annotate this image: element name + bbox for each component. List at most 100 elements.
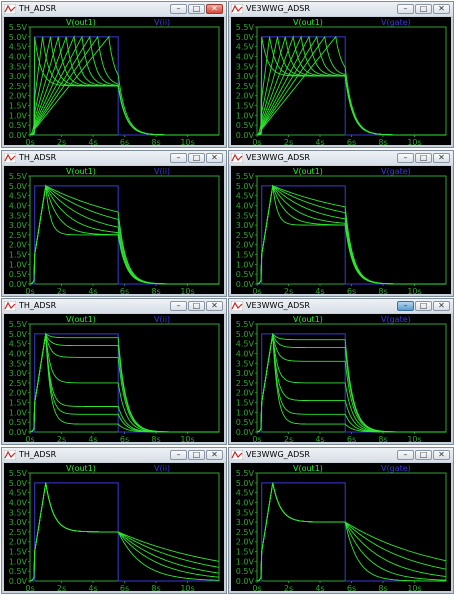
trace-label-out[interactable]: V(out1): [293, 167, 323, 176]
window-title: VE3WWG_ADSR: [246, 153, 310, 162]
y-tick-label: 2.5V: [236, 528, 255, 537]
trace-label-out[interactable]: V(out1): [293, 315, 323, 324]
minimize-button[interactable]: –: [397, 301, 414, 311]
waveform-plot[interactable]: V(out1) V(ii) 0.0V 0.5V 1.0V 1.5V 2.0V 2.5V 3.0V…: [4, 166, 224, 294]
trace-label-gate[interactable]: V(gate): [381, 167, 411, 176]
y-tick-label: 5.5V: [236, 172, 255, 181]
maximize-button[interactable]: □: [415, 4, 432, 14]
envelope-trace: [30, 35, 219, 136]
y-tick-label: 0.0V: [9, 577, 28, 586]
x-tick-label: 6s: [347, 435, 356, 442]
trace-label-gate[interactable]: V(gate): [381, 315, 411, 324]
y-tick-label: 3.0V: [236, 369, 255, 378]
y-tick-label: 2.5V: [9, 528, 28, 537]
y-tick-label: 5.5V: [9, 320, 28, 329]
minimize-button[interactable]: –: [397, 4, 414, 14]
maximize-button[interactable]: □: [415, 301, 432, 311]
plot-window[interactable]: VE3WWG_ADSR – □ ✕ V(out1) V(gate) 0.0V 0.5V 1.0V…: [228, 150, 454, 297]
trace-label-gate[interactable]: V(ii): [154, 315, 170, 324]
minimize-button[interactable]: –: [170, 301, 187, 311]
x-tick-label: 4s: [88, 435, 97, 442]
plot-window[interactable]: TH_ADSR – □ ✕ V(out1) V(ii) 0.0V 0.5V 1.0V 1.5V 2.…: [1, 298, 227, 445]
waveform-chart: V(out1) V(ii) 0.0V0.5V1.0V1.5V2.0V2.5V3.0V…: [9, 18, 220, 145]
close-button[interactable]: ✕: [433, 4, 450, 14]
close-button[interactable]: ✕: [433, 153, 450, 163]
maximize-button[interactable]: □: [188, 450, 205, 460]
envelope-trace: [29, 482, 220, 582]
trace-label-gate[interactable]: V(ii): [154, 18, 170, 27]
maximize-button[interactable]: □: [188, 4, 205, 14]
y-tick-label: 5.0V: [236, 182, 255, 191]
window-titlebar[interactable]: VE3WWG_ADSR – □ ✕: [229, 151, 453, 165]
plot-window[interactable]: VE3WWG_ADSR – □ ✕ V(out1) V(gate) 0.0V 0.5V 1.0V…: [228, 447, 454, 594]
envelope-trace: [29, 36, 219, 136]
envelope-trace: [256, 184, 446, 285]
x-tick-label: 8s: [151, 435, 160, 442]
minimize-button[interactable]: –: [397, 450, 414, 460]
trace-label-out[interactable]: V(out1): [66, 18, 96, 27]
trace-label-out[interactable]: V(out1): [66, 315, 96, 324]
close-button[interactable]: ✕: [433, 450, 450, 460]
waveform-plot[interactable]: V(out1) V(ii) 0.0V 0.5V 1.0V 1.5V 2.0V 2.5V 3.0V…: [4, 463, 224, 591]
minimize-button[interactable]: –: [170, 450, 187, 460]
trace-label-gate[interactable]: V(gate): [381, 464, 411, 473]
trace-label-out[interactable]: V(out1): [293, 18, 323, 27]
trace-label-out[interactable]: V(out1): [66, 167, 96, 176]
close-button[interactable]: ✕: [206, 301, 223, 311]
envelope-trace: [257, 35, 446, 136]
close-button[interactable]: ✕: [206, 450, 223, 460]
envelope-trace: [29, 36, 219, 136]
trace-label-out[interactable]: V(out1): [293, 464, 323, 473]
window-titlebar[interactable]: TH_ADSR – □ ✕: [2, 299, 226, 313]
waveform-plot[interactable]: V(out1) V(gate) 0.0V 0.5V 1.0V 1.5V 2.0V 2.5V 3.…: [231, 17, 451, 145]
plot-window[interactable]: TH_ADSR – □ ✕ V(out1) V(ii) 0.0V 0.5V 1.0V 1.5V 2.…: [1, 1, 227, 148]
window-titlebar[interactable]: VE3WWG_ADSR – □ ✕: [229, 2, 453, 16]
window-titlebar[interactable]: VE3WWG_ADSR – □ ✕: [229, 299, 453, 313]
y-tick-label: 5.0V: [9, 330, 28, 339]
maximize-button[interactable]: □: [415, 153, 432, 163]
envelope-trace: [257, 35, 446, 136]
y-tick-label: 1.0V: [9, 111, 28, 120]
waveform-plot[interactable]: V(out1) V(ii) 0.0V 0.5V 1.0V 1.5V 2.0V 2.5V 3.0V…: [4, 314, 224, 442]
maximize-button[interactable]: □: [188, 301, 205, 311]
y-tick-label: 2.0V: [9, 389, 28, 398]
close-button[interactable]: ✕: [433, 301, 450, 311]
envelope-trace: [256, 482, 447, 582]
minimize-button[interactable]: –: [170, 153, 187, 163]
ltspice-app-icon: [4, 4, 16, 14]
waveform-plot[interactable]: V(out1) V(gate) 0.0V 0.5V 1.0V 1.5V 2.0V 2.5V 3.…: [231, 166, 451, 294]
minimize-button[interactable]: –: [397, 153, 414, 163]
plot-window[interactable]: VE3WWG_ADSR – □ ✕ V(out1) V(gate) 0.0V 0.5V 1.0V…: [228, 1, 454, 148]
waveform-plot[interactable]: V(out1) V(ii) 0.0V 0.5V 1.0V 1.5V 2.0V 2.5V 3.0V…: [4, 17, 224, 145]
envelope-trace: [29, 482, 220, 582]
y-tick-label: 3.5V: [9, 508, 28, 517]
trace-label-out[interactable]: V(out1): [66, 464, 96, 473]
y-tick-label: 2.5V: [236, 82, 255, 91]
trace-label-gate[interactable]: V(ii): [154, 167, 170, 176]
waveform-plot[interactable]: V(out1) V(gate) 0.0V 0.5V 1.0V 1.5V 2.0V 2.5V 3.…: [231, 463, 451, 591]
close-button[interactable]: ✕: [206, 153, 223, 163]
x-tick-label: 10s: [407, 138, 421, 145]
y-tick-label: 5.5V: [9, 469, 28, 478]
window-titlebar[interactable]: TH_ADSR – □ ✕: [2, 448, 226, 462]
plot-window[interactable]: VE3WWG_ADSR – □ ✕ V(out1) V(gate) 0.0V 0.5V 1.0V…: [228, 298, 454, 445]
close-button[interactable]: ✕: [206, 4, 223, 14]
y-tick-label: 0.5V: [236, 418, 255, 427]
plot-window[interactable]: TH_ADSR – □ ✕ V(out1) V(ii) 0.0V 0.5V 1.0V 1.5V 2.…: [1, 150, 227, 297]
envelope-trace: [256, 185, 446, 285]
trace-label-gate[interactable]: V(gate): [381, 18, 411, 27]
minimize-button[interactable]: –: [170, 4, 187, 14]
x-tick-label: 10s: [180, 138, 194, 145]
maximize-button[interactable]: □: [188, 153, 205, 163]
envelope-trace: [256, 482, 447, 582]
trace-label-gate[interactable]: V(ii): [154, 464, 170, 473]
plot-window[interactable]: TH_ADSR – □ ✕ V(out1) V(ii) 0.0V 0.5V 1.0V 1.5V 2.…: [1, 447, 227, 594]
waveform-plot[interactable]: V(out1) V(gate) 0.0V 0.5V 1.0V 1.5V 2.0V 2.5V 3.…: [231, 314, 451, 442]
window-titlebar[interactable]: VE3WWG_ADSR – □ ✕: [229, 448, 453, 462]
window-titlebar[interactable]: TH_ADSR – □ ✕: [2, 2, 226, 16]
envelope-trace: [29, 185, 219, 285]
plot-frame: [29, 472, 220, 582]
window-titlebar[interactable]: TH_ADSR – □ ✕: [2, 151, 226, 165]
y-tick-label: 4.0V: [9, 201, 28, 210]
maximize-button[interactable]: □: [415, 450, 432, 460]
